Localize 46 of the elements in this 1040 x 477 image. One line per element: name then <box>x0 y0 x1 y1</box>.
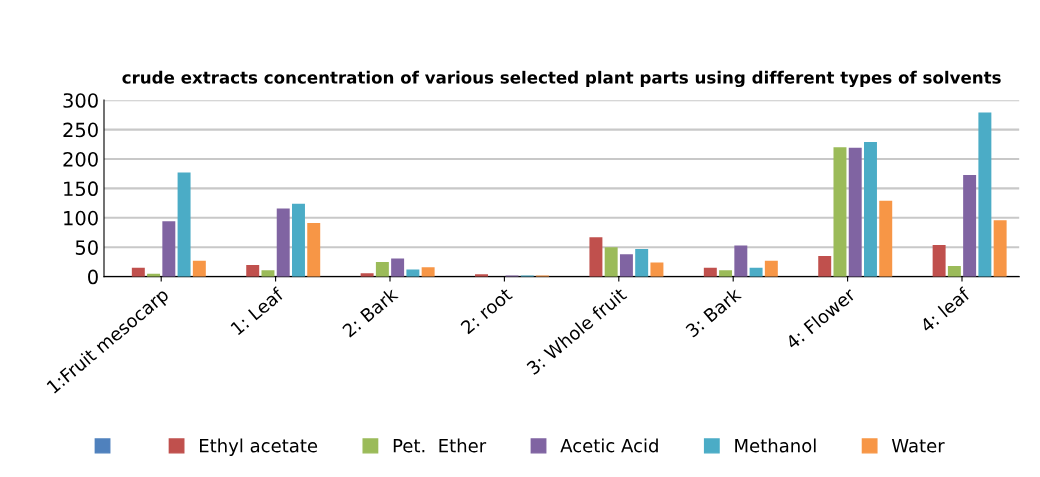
bar <box>734 245 748 277</box>
chart-title: crude extracts concentration of various selected plant parts using different types of solvents <box>122 70 1001 88</box>
bar <box>391 258 405 277</box>
bar <box>604 247 618 277</box>
bar <box>292 203 305 277</box>
bar <box>589 237 603 277</box>
legend-label: Ethyl acetate <box>200 438 318 456</box>
bar <box>947 266 961 277</box>
bar <box>719 270 733 277</box>
bar <box>131 267 145 277</box>
bar <box>192 260 206 277</box>
y-tick-label: 300 <box>63 93 98 108</box>
bar <box>932 244 946 277</box>
bar <box>703 267 717 277</box>
y-tick-label: 100 <box>64 210 98 226</box>
y-tick-label: 250 <box>63 122 98 138</box>
bar <box>978 112 992 277</box>
y-tick-label: 200 <box>63 151 98 167</box>
legend-label: Water <box>891 439 945 453</box>
bar <box>635 249 649 277</box>
x-tick-label: 2: root <box>460 286 514 335</box>
bar <box>307 223 321 277</box>
bar <box>375 261 389 277</box>
legend-label: Methanol <box>735 438 816 453</box>
bar <box>749 267 763 277</box>
bar <box>848 147 862 277</box>
y-tick-label: 150 <box>64 181 98 197</box>
y-tick-label: 50 <box>75 240 98 255</box>
y-tick-label: 0 <box>88 269 98 285</box>
bar <box>864 141 877 277</box>
bar <box>879 200 893 277</box>
bar <box>993 220 1007 277</box>
bar <box>276 208 290 277</box>
bar <box>764 260 778 277</box>
bar <box>833 147 847 277</box>
bar <box>162 221 176 277</box>
bar <box>963 174 977 277</box>
bar <box>261 270 275 277</box>
bar <box>246 264 260 277</box>
bar <box>818 256 832 277</box>
bar <box>619 254 633 277</box>
bar <box>421 267 435 277</box>
legend-label: Pet. Ether <box>393 438 487 453</box>
bar <box>177 172 191 277</box>
legend-label: Acetic Acid <box>560 438 658 453</box>
bar <box>650 262 664 277</box>
